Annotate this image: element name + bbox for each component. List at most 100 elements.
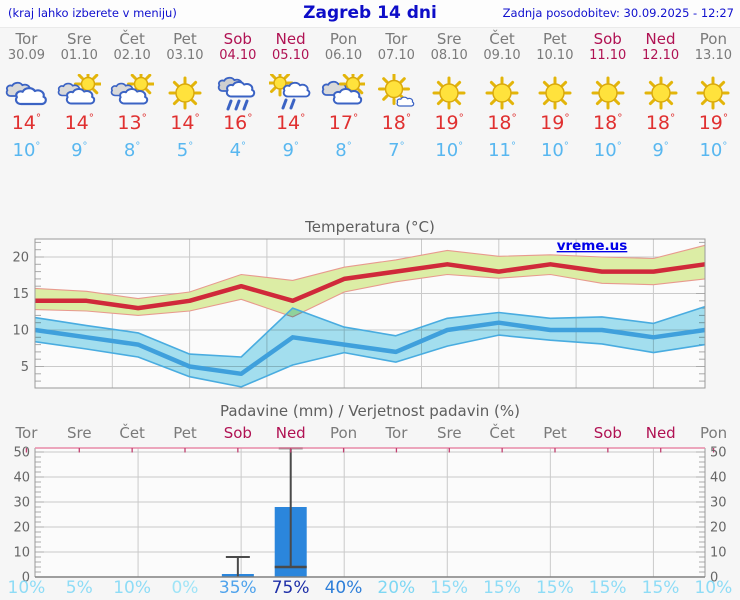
svg-text:Pet: Pet bbox=[543, 424, 567, 442]
precip-probability: 15% bbox=[483, 578, 521, 598]
cloudy-icon bbox=[0, 74, 53, 116]
max-temp-value: 14° bbox=[170, 112, 200, 134]
day-name: Pon bbox=[699, 30, 727, 48]
page-title: Zagreb 14 dni bbox=[303, 3, 437, 23]
precipitation-chart: Padavine (mm) / Verjetnost padavin (%) To… bbox=[13, 402, 727, 584]
min-temp-row: 10° 9° 8° 5° 4° 9° 8° 7° 10° 11° 10° 10° 9° 10° bbox=[0, 140, 740, 161]
day-column: Tor 07.10 bbox=[370, 30, 423, 64]
svg-text:5: 5 bbox=[21, 360, 29, 375]
min-temp-value: 4° bbox=[229, 140, 246, 161]
min-temp-value: 7° bbox=[388, 140, 405, 161]
sun-cloud-icon bbox=[106, 70, 159, 116]
precip-probability: 5% bbox=[65, 578, 93, 598]
min-temp-value: 5° bbox=[176, 140, 194, 161]
max-temp-value: 19° bbox=[540, 112, 570, 134]
sunny-icon bbox=[634, 74, 687, 116]
precip-probability: 40% bbox=[324, 578, 363, 598]
day-column: Tor 30.09 bbox=[0, 31, 53, 64]
precip-probability: 15% bbox=[535, 578, 574, 598]
svg-text:10: 10 bbox=[13, 546, 30, 561]
sunny-icon bbox=[687, 74, 740, 116]
svg-text:20: 20 bbox=[13, 521, 30, 536]
svg-text:50: 50 bbox=[13, 446, 30, 461]
svg-text:Tor: Tor bbox=[384, 424, 408, 442]
min-temp-value: 10° bbox=[593, 140, 622, 161]
day-date: 13.10 bbox=[694, 48, 732, 63]
sun-rain-icon bbox=[264, 69, 317, 116]
min-temp-value: 10° bbox=[435, 140, 464, 161]
location-hint: (kraj lahko izberete v meniju) bbox=[8, 6, 177, 20]
svg-text:0: 0 bbox=[22, 571, 30, 584]
max-temp-value: 18° bbox=[487, 112, 517, 134]
day-column: Pet 03.10 bbox=[159, 31, 212, 64]
min-temp-value: 10° bbox=[699, 140, 728, 161]
precip-probability: 10% bbox=[113, 578, 151, 598]
day-date: 04.10 bbox=[219, 48, 257, 63]
svg-text:40: 40 bbox=[13, 471, 30, 486]
sunny-icon bbox=[476, 74, 529, 116]
day-name: Ned bbox=[645, 30, 676, 48]
sun-small-cloud-icon bbox=[370, 73, 423, 116]
svg-text:Pon: Pon bbox=[330, 424, 357, 442]
day-column: Sob 11.10 bbox=[581, 30, 634, 64]
svg-text:Sob: Sob bbox=[224, 424, 252, 442]
precip-probability: 10% bbox=[694, 578, 733, 598]
day-name: Pet bbox=[543, 30, 567, 48]
svg-text:50: 50 bbox=[710, 446, 727, 461]
min-temp-value: 8° bbox=[123, 140, 141, 161]
day-column: Sre 08.10 bbox=[423, 31, 476, 64]
day-date: 08.10 bbox=[430, 48, 468, 63]
day-column: Ned 12.10 bbox=[634, 30, 687, 64]
precip-probability: 15% bbox=[430, 578, 469, 598]
svg-text:Temperatura (°C): Temperatura (°C) bbox=[304, 218, 435, 236]
day-name: Čet bbox=[119, 30, 145, 48]
day-header-row: Tor 30.09 Sre 01.10 Čet 02.10 Pet 03.10 … bbox=[0, 30, 740, 64]
sunny-icon bbox=[528, 74, 581, 116]
svg-text:10: 10 bbox=[12, 324, 29, 339]
day-column: Sob 04.10 bbox=[211, 30, 264, 64]
day-name: Sob bbox=[593, 30, 622, 48]
day-date: 03.10 bbox=[166, 48, 204, 63]
svg-text:Padavine (mm) / Verjetnost pad: Padavine (mm) / Verjetnost padavin (%) bbox=[220, 402, 520, 420]
day-name: Ned bbox=[275, 30, 306, 48]
min-temp-value: 8° bbox=[335, 140, 352, 161]
day-column: Čet 09.10 bbox=[476, 31, 529, 64]
min-temp-value: 10° bbox=[12, 140, 41, 161]
day-name: Sob bbox=[223, 30, 252, 48]
rain-icon bbox=[211, 74, 264, 116]
day-date: 12.10 bbox=[641, 48, 680, 63]
day-name: Tor bbox=[385, 30, 408, 48]
svg-text:Sre: Sre bbox=[67, 424, 92, 442]
max-temp-row: 14° 14° 13° 14° 16° 14° 17° 18° 19° 18° 19° 18° 18° 1… bbox=[0, 112, 740, 134]
svg-text:40: 40 bbox=[710, 471, 727, 486]
day-date: 10.10 bbox=[536, 48, 574, 63]
max-temp-value: 13° bbox=[117, 112, 147, 134]
max-temp-value: 16° bbox=[223, 112, 253, 134]
sunny-icon bbox=[159, 74, 212, 116]
min-temp-value: 9° bbox=[652, 140, 669, 161]
svg-text:Čet: Čet bbox=[119, 423, 145, 442]
min-temp-value: 10° bbox=[540, 140, 569, 161]
min-temp-value: 9° bbox=[71, 140, 88, 161]
svg-text:20: 20 bbox=[710, 521, 727, 536]
max-temp-value: 19° bbox=[434, 112, 464, 134]
svg-text:30: 30 bbox=[710, 496, 727, 511]
max-temp-value: 14° bbox=[11, 112, 42, 134]
max-temp-value: 14° bbox=[64, 112, 94, 134]
svg-text:Sre: Sre bbox=[437, 424, 462, 442]
day-date: 02.10 bbox=[113, 48, 151, 63]
day-column: Pet 10.10 bbox=[528, 30, 581, 64]
day-date: 05.10 bbox=[272, 48, 310, 63]
precip-probability: 15% bbox=[641, 578, 680, 598]
day-date: 06.10 bbox=[324, 48, 363, 63]
max-temp-value: 17° bbox=[328, 112, 359, 134]
temperature-chart: 5 10 15 20 Temperatura (°C) vreme.us bbox=[12, 218, 706, 389]
min-temp-value: 9° bbox=[282, 140, 299, 161]
day-column: Sre 01.10 bbox=[53, 31, 106, 64]
sun-cloud-icon bbox=[53, 70, 106, 116]
precip-probability: 75% bbox=[271, 578, 310, 598]
vreme-us-link[interactable]: vreme.us bbox=[557, 238, 628, 254]
max-temp-value: 14° bbox=[275, 112, 306, 134]
last-update: Zadnja posodobitev: 30.09.2025 - 12:27 bbox=[502, 6, 734, 20]
min-temp-value: 11° bbox=[488, 140, 516, 161]
